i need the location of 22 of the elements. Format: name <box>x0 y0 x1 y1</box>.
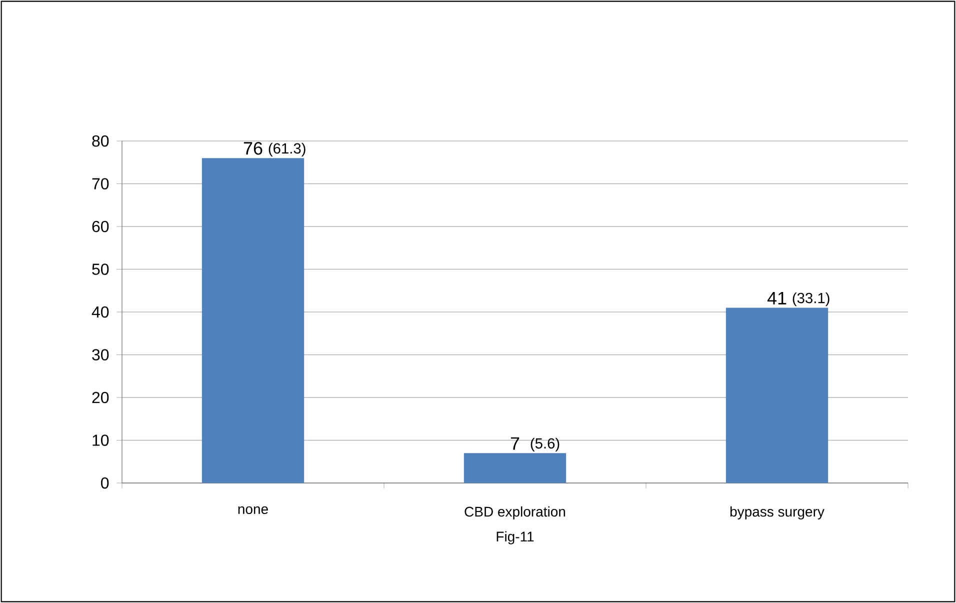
y-tick-label: 80 <box>92 135 109 147</box>
bar <box>726 308 828 483</box>
y-tick-label: 60 <box>92 220 109 232</box>
y-tick-label: 10 <box>92 434 109 446</box>
y-tick-label: 50 <box>92 264 109 275</box>
data-label: 41 <box>767 292 786 304</box>
y-tick-label: 40 <box>92 306 109 318</box>
data-label: 76 <box>244 142 262 155</box>
y-tick-label: 0 <box>101 477 109 489</box>
annotation: (61.3) <box>268 142 306 156</box>
y-tick-label: 20 <box>92 392 109 404</box>
y-tick-label: 30 <box>92 349 109 360</box>
x-tick-label: CBD exploration <box>464 506 566 520</box>
bar <box>202 158 304 483</box>
bar <box>464 453 566 483</box>
x-tick-label: none <box>238 506 268 514</box>
x-axis-title: Fig-11 <box>496 531 534 544</box>
y-tick-label: 70 <box>92 178 109 190</box>
x-tick-label: bypass surgery <box>730 506 824 520</box>
data-label: 7 <box>510 437 520 450</box>
annotation: (5.6) <box>530 438 560 452</box>
annotation: (33.1) <box>792 292 830 306</box>
